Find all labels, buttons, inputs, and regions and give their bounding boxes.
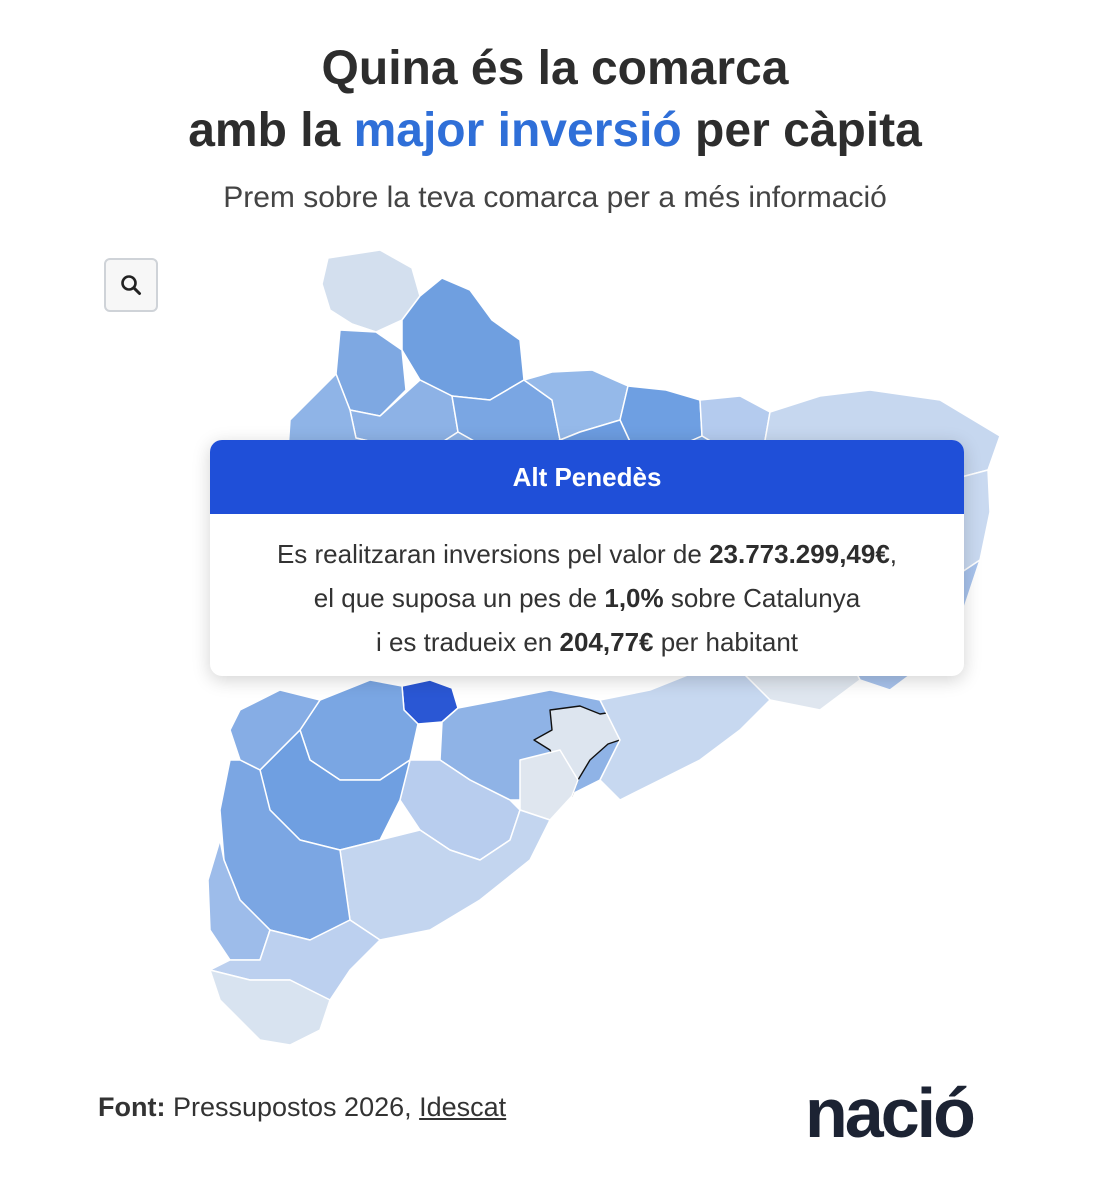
region-pallars-sobira[interactable] <box>401 277 525 401</box>
tooltip-line-2: el que suposa un pes de 1,0% sobre Catal… <box>210 576 964 620</box>
source-text: Pressupostos 2026, <box>165 1092 420 1122</box>
title-line-1: Quina és la comarca <box>321 42 789 95</box>
tooltip-line-3-prefix: i es tradueix en <box>375 627 560 657</box>
per-capita-value: 204,77€ <box>559 627 654 657</box>
tooltip-body: Es realitzaran inversions pel valor de 2… <box>210 514 964 664</box>
title-line-2-prefix: amb la <box>188 104 354 157</box>
tooltip-line-2-prefix: el que suposa un pes de <box>313 583 605 613</box>
page-subtitle: Prem sobre la teva comarca per a més inf… <box>223 181 887 214</box>
region-aran[interactable] <box>321 249 421 333</box>
page-title: Quina és la comarca amb la major inversi… <box>0 38 1110 162</box>
tooltip-title: Alt Penedès <box>210 440 964 514</box>
tooltip-line-3-suffix: per habitant <box>653 627 799 657</box>
tooltip-line-2-suffix: sobre Catalunya <box>663 583 861 613</box>
region-montsia[interactable] <box>209 969 331 1046</box>
source-link-idescat[interactable]: Idescat <box>419 1092 507 1122</box>
tooltip-line-1-suffix: , <box>889 539 898 569</box>
tooltip-line-1-prefix: Es realitzaran inversions pel valor de <box>276 539 710 569</box>
tooltip-line-1: Es realitzaran inversions pel valor de 2… <box>210 532 964 576</box>
tooltip-line-3: i es tradueix en 204,77€ per habitant <box>210 620 964 664</box>
nacio-logo: nació <box>805 1074 976 1152</box>
region-barcelones[interactable] <box>599 669 771 801</box>
zoom-button[interactable] <box>104 258 158 312</box>
investment-value: 23.773.299,49€ <box>709 539 890 569</box>
title-highlight: major inversió <box>353 104 682 157</box>
weight-value: 1,0% <box>604 583 664 613</box>
title-line-2-suffix: per càpita <box>681 104 922 157</box>
region-segria[interactable] <box>229 689 321 771</box>
region-tooltip: Alt Penedès Es realitzaran inversions pe… <box>210 440 964 676</box>
region-baix-camp[interactable] <box>339 809 551 941</box>
source-label: Font: <box>98 1092 166 1122</box>
search-icon <box>121 275 141 295</box>
source-note: Font: Pressupostos 2026, Idescat <box>98 1092 506 1123</box>
